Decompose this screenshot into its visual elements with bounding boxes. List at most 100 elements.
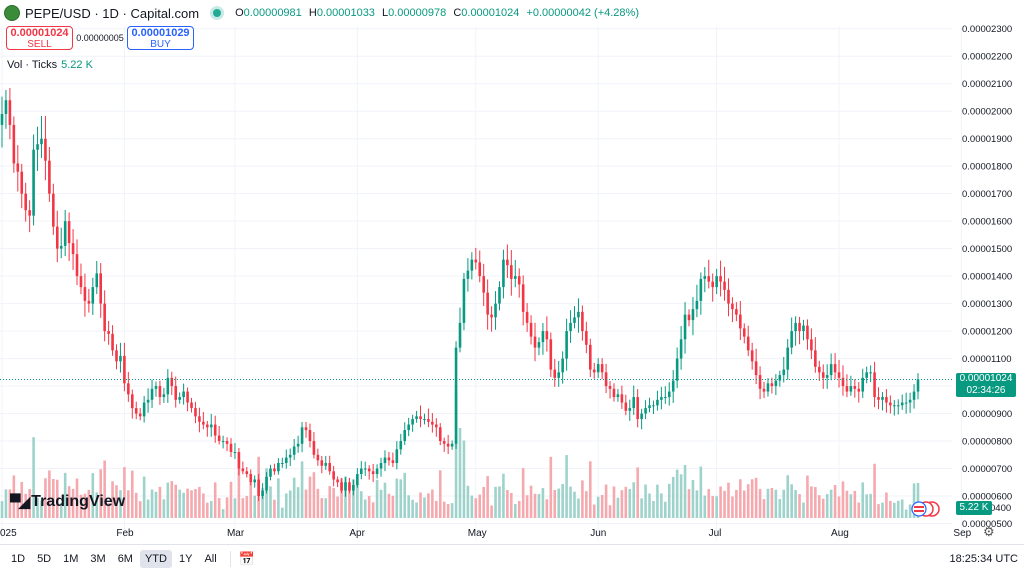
volume-bar [470,495,474,518]
candle-body [549,339,553,370]
volume-bar [217,498,221,518]
x-tick-label: Sep [953,528,971,539]
volume-bar [699,466,703,518]
candle-body [707,276,711,282]
last-volume-tag: 5.22 K [956,501,992,515]
volume-bar [494,486,497,518]
volume-bar [403,472,407,518]
candle-body [300,427,304,444]
volume-bar [202,493,205,518]
candle-body [399,441,403,450]
candle-body [83,287,87,301]
volume-bar [119,490,122,518]
candle-body [636,397,639,420]
events-flags-icon[interactable] [910,501,940,517]
candle-body [245,471,249,475]
volume-bar [24,493,27,518]
volume-bar [67,486,71,518]
candle-body [600,364,604,373]
chart-header: PEPE/USD · 1D · Capital.com O0.00000981 … [0,0,950,26]
volume-bar [36,498,39,518]
candle-body [482,276,485,293]
range-6m[interactable]: 6M [117,553,133,565]
candle-body [506,259,509,266]
candle-body [344,482,347,491]
candle-body [731,303,734,310]
volume-bar [206,502,209,518]
volume-bar [225,497,229,518]
volume-bar [292,477,296,518]
tradingview-mark-icon: ▀◢ [10,494,30,511]
y-tick-label: 0.00002100 [962,79,1012,90]
candle-body [821,372,825,378]
volume-bar [798,494,801,518]
candle-body [786,347,790,370]
candle-body [340,482,343,491]
volume-bar [912,483,916,518]
volume-bar [908,504,912,518]
range-5d[interactable]: 5D [37,553,52,565]
volume-bar [861,482,865,518]
x-tick-label: Apr [349,528,365,539]
range-all[interactable]: All [204,553,217,565]
candle-body [679,339,683,359]
volume-bar [510,492,513,518]
utc-clock[interactable]: 18:25:34 UTC [949,553,1018,565]
volume-bar [55,479,59,518]
range-1m[interactable]: 1M [63,553,79,565]
volume-bar [277,478,280,518]
settings-gear-icon[interactable]: ⚙ [983,524,995,539]
volume-bar [766,488,770,518]
tradingview-logo[interactable]: ▀◢ TradingView [10,493,126,511]
volume-bar [731,496,734,518]
volume-bar [600,494,604,518]
candle-body [67,221,71,244]
candle-body [664,397,667,399]
volume-bar [296,487,300,518]
volume-bar [656,484,659,518]
range-1y[interactable]: 1Y [178,553,193,565]
range-1d[interactable]: 1D [11,553,26,565]
range-ytd[interactable]: YTD [139,550,172,568]
volume-bar [636,467,639,518]
candle-body [154,386,158,389]
volume-bar [249,482,253,518]
candle-body [640,413,643,420]
candle-body [273,468,276,472]
volume-bar [889,501,892,518]
candle-body [829,364,833,376]
volume-bar [442,501,446,518]
buy-button[interactable]: 0.00001029 BUY [127,26,194,50]
candle-body [367,468,371,472]
volume-bar [348,485,351,518]
volume-bar [873,463,876,518]
candle-body [719,276,722,282]
sell-button[interactable]: 0.00001024 SELL [6,26,73,50]
candle-body [261,490,264,497]
candle-body [119,355,122,362]
candle-body [320,460,324,466]
goto-date-icon[interactable]: 📅 [238,551,255,566]
range-3m[interactable]: 3M [90,553,106,565]
volume-bar [869,493,872,518]
x-tick-label: Jul [709,528,722,539]
volume-legend[interactable]: Vol · Ticks 5.22 K [7,59,93,71]
candle-body [533,336,537,348]
volume-bar [896,500,900,518]
candle-body [794,322,797,332]
candle-body [750,350,754,362]
candle-body [198,416,201,422]
candle-body [48,160,51,194]
y-tick-label: 0.00001200 [962,327,1012,338]
candle-body [308,430,312,442]
candle-body [348,482,351,491]
volume-bar [387,493,391,518]
candle-body [257,479,260,497]
volume-bar [525,495,529,518]
volume-bar [174,484,178,518]
candle-body [123,355,126,384]
volume-bar [71,488,75,518]
symbol-title[interactable]: PEPE/USD · 1D · Capital.com [25,5,200,21]
ohlc-values: O0.00000981 H0.00001033 L0.00000978 C0.0… [235,7,639,19]
